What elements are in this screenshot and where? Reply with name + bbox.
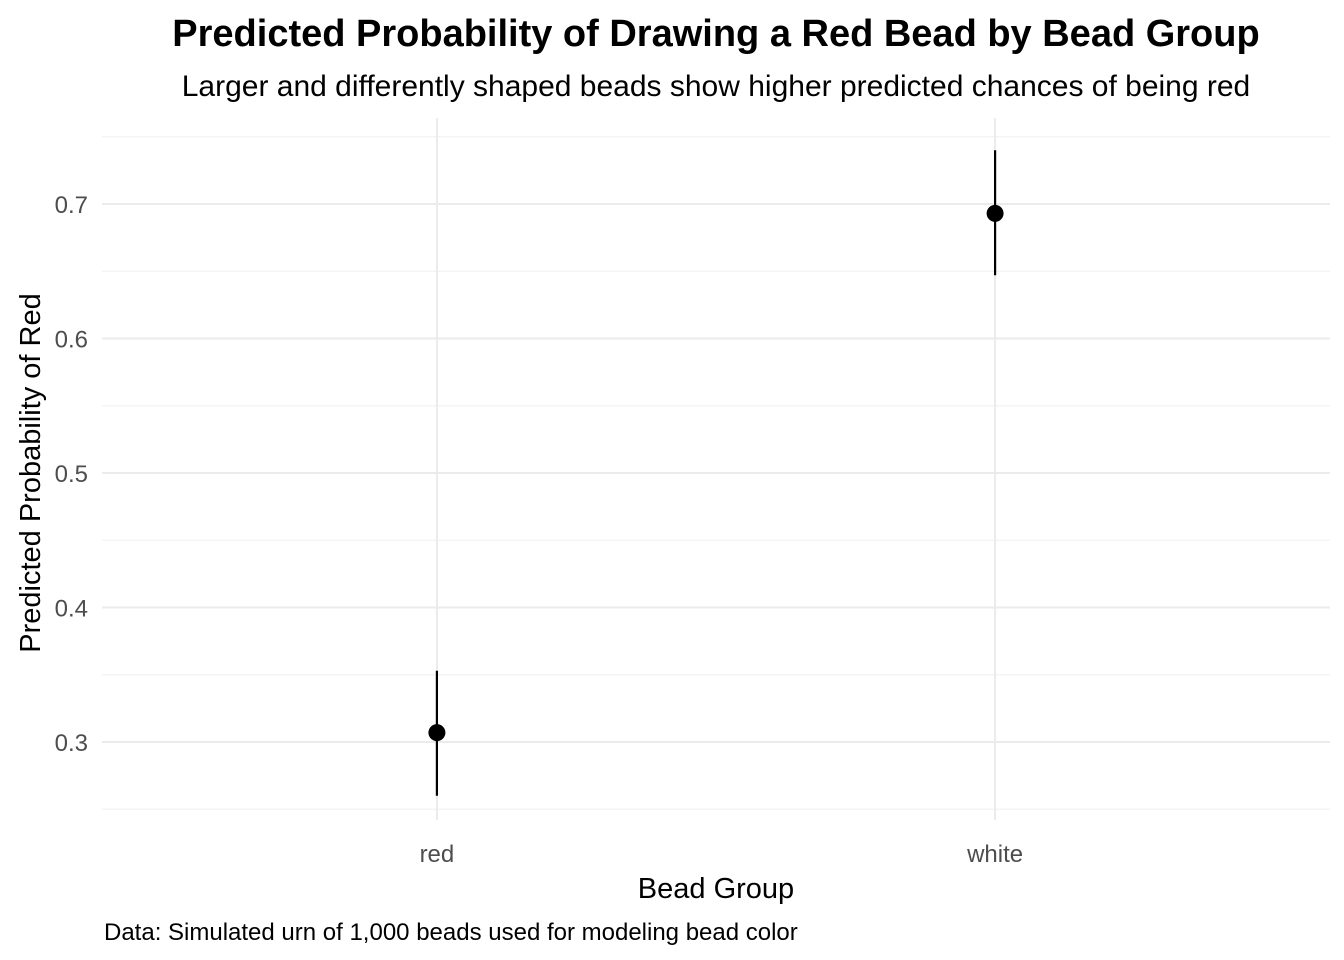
y-tick-label: 0.4 (55, 596, 88, 623)
x-tick-label: red (420, 841, 455, 868)
x-axis-ticks: red white (420, 841, 1024, 868)
chart-title: Predicted Probability of Drawing a Red B… (172, 13, 1259, 55)
point-white (986, 204, 1004, 222)
y-tick-label: 0.7 (55, 192, 88, 219)
x-tick-label: white (966, 841, 1023, 868)
chart-caption: Data: Simulated urn of 1,000 beads used … (104, 919, 798, 946)
y-tick-label: 0.5 (55, 461, 88, 488)
y-axis-ticks: 0.3 0.4 0.5 0.6 0.7 (55, 192, 88, 757)
y-axis-title: Predicted Probability of Red (15, 293, 47, 652)
chart-subtitle: Larger and differently shaped beads show… (182, 70, 1251, 103)
y-tick-label: 0.6 (55, 327, 88, 354)
data-marks (428, 150, 1004, 796)
x-axis-title: Bead Group (638, 873, 794, 905)
grid (102, 118, 1330, 820)
y-tick-label: 0.3 (55, 730, 88, 757)
point-red (428, 724, 446, 742)
